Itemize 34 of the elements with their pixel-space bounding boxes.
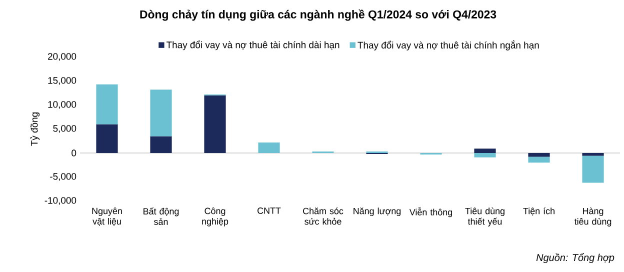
x-tick-label: CNTT bbox=[258, 208, 281, 214]
x-tick-label: Nguyên vật liệu bbox=[92, 208, 122, 226]
y-axis-title: Tỷ đồng bbox=[30, 112, 40, 146]
x-tick-label: Công nghiệp bbox=[202, 208, 228, 226]
bar bbox=[582, 156, 604, 183]
y-tick-label: 15,000 bbox=[48, 77, 76, 85]
text: Nguồn: Tổng hợp bbox=[536, 252, 614, 264]
bar bbox=[150, 136, 172, 153]
bar bbox=[528, 153, 550, 157]
bar bbox=[474, 153, 496, 158]
x-tick-label: Chăm sóc sức khỏe bbox=[303, 208, 344, 225]
y-tick-label: 10,000 bbox=[48, 101, 76, 109]
x-tick-label: Tiêu dùng thiết yếu bbox=[465, 208, 504, 226]
legend-label: Thay đổi vay và nợ thuê tài chính ngắn hạn bbox=[358, 40, 539, 50]
bar bbox=[582, 153, 604, 156]
bar bbox=[528, 156, 550, 163]
bar bbox=[204, 95, 226, 153]
bar bbox=[258, 142, 280, 153]
y-tick-label: 5,000 bbox=[53, 125, 76, 133]
chart-title: Dòng chảy tín dụng giữa các ngành nghề Q1/2024 so với Q4/2023 bbox=[140, 10, 496, 21]
y-tick-label: 20,000 bbox=[48, 53, 76, 61]
bar bbox=[96, 124, 118, 153]
legend-label: Thay đổi vay và nợ thuê tài chính dài hạn bbox=[166, 40, 340, 50]
x-tick-label: Tiện ích bbox=[523, 208, 554, 216]
bar bbox=[474, 148, 496, 153]
x-tick-label: Hàng tiêu dùng bbox=[574, 208, 612, 226]
bar bbox=[150, 90, 172, 136]
y-tick-label: -10,000 bbox=[44, 197, 76, 205]
bar bbox=[96, 84, 118, 124]
x-tick-label: Năng lượng bbox=[354, 208, 401, 216]
y-tick-label: -5,000 bbox=[50, 173, 76, 181]
x-tick-label: Bất động sản bbox=[144, 208, 179, 225]
x-tick-label: Viễn thông bbox=[409, 208, 452, 218]
y-tick-label: 0 bbox=[72, 150, 76, 156]
